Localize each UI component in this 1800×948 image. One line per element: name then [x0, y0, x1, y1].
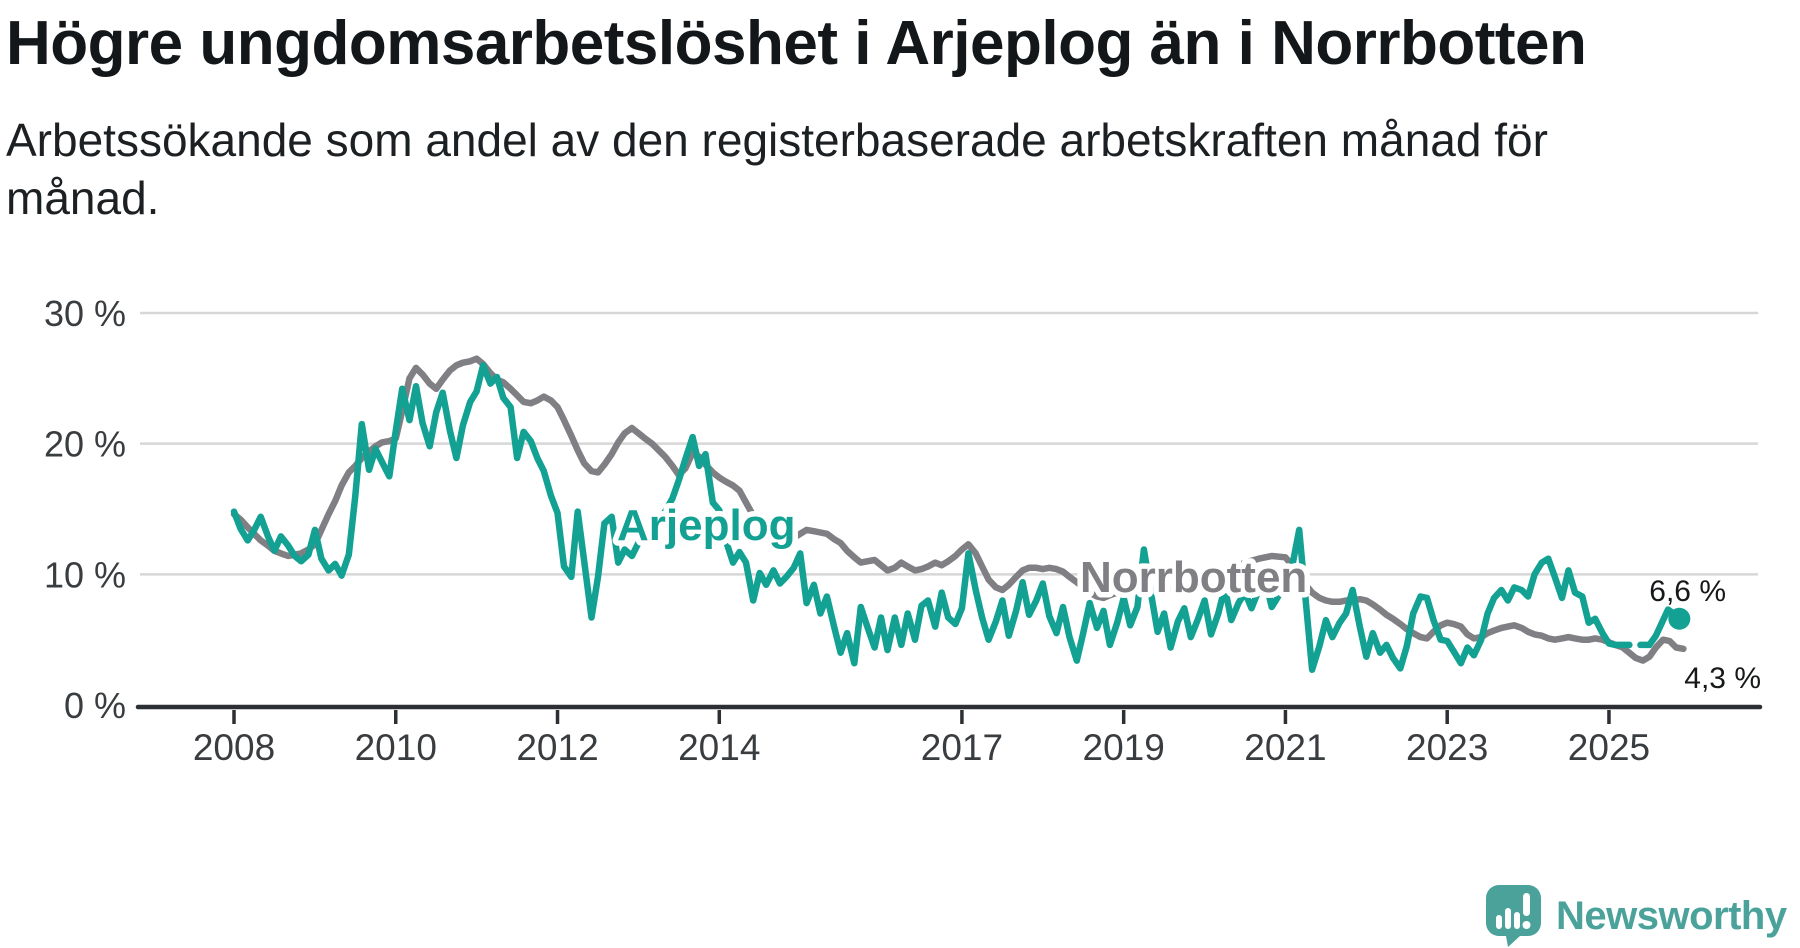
logo-bar-2: [1505, 908, 1511, 929]
x-tick-label-2012: 2012: [516, 727, 598, 768]
x-tick-label-2014: 2014: [678, 727, 760, 768]
logo-bar-1: [1496, 915, 1502, 929]
x-tick-label-2019: 2019: [1083, 727, 1165, 768]
y-tick-label-10: 10 %: [44, 554, 126, 595]
end-dot-arjeplog: [1668, 607, 1691, 630]
x-tick-label-2008: 2008: [193, 727, 275, 768]
chart-subtitle-line-2: månad.: [6, 171, 160, 224]
chart-subtitle-line-1: Arbetssökande som andel av den registerb…: [6, 114, 1548, 166]
y-tick-label-20: 20 %: [44, 424, 126, 465]
series-label-norrbotten: Norrbotten: [1080, 553, 1307, 602]
logo-exclamation-dot: [1522, 921, 1531, 929]
chart-title: Högre ungdomsarbetslöshet i Arjeplog än …: [6, 9, 1587, 78]
end-value-label-arjeplog: 6,6 %: [1649, 575, 1726, 608]
x-tick-label-2025: 2025: [1568, 727, 1650, 768]
logo-speech-bubble: [1486, 885, 1541, 947]
x-tick-label-2017: 2017: [921, 727, 1003, 768]
newsworthy-logo-icon: [1486, 885, 1541, 947]
newsworthy-logo-text: Newsworthy: [1556, 893, 1787, 938]
logo-exclamation-bar: [1523, 893, 1530, 916]
x-axis: 2008 2010 2012 2014 2017 2019 2021 2023 2025: [135, 704, 1763, 768]
logo-bar-3: [1514, 912, 1520, 929]
gridlines: 0 % 10 % 20 % 30 %: [44, 293, 1758, 726]
end-value-label-norrbotten: 4,3 %: [1684, 662, 1761, 695]
x-tick-label-2021: 2021: [1244, 727, 1326, 768]
x-tick-label-2023: 2023: [1406, 727, 1488, 768]
y-tick-label-0: 0 %: [64, 685, 126, 726]
series-line-norrbotten: [230, 355, 1687, 664]
chart-subtitle: Arbetssökande som andel av den registerb…: [6, 112, 1566, 227]
y-tick-label-30: 30 %: [44, 293, 126, 334]
x-tick-label-2010: 2010: [355, 727, 437, 768]
series-norrbotten: [230, 355, 1687, 664]
series-label-arjeplog: Arjeplog: [617, 501, 795, 550]
series-line-arjeplog: [230, 362, 1619, 673]
newsworthy-branding: Newsworthy: [1486, 884, 1787, 948]
